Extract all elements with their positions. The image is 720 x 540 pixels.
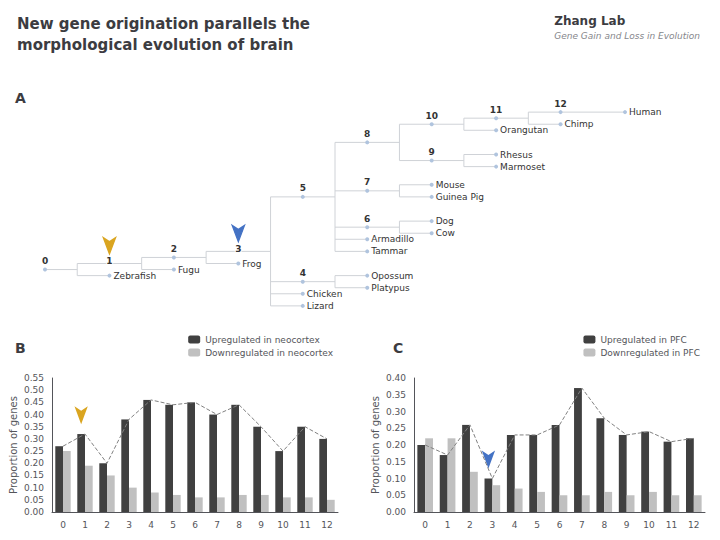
svg-text:6: 6	[557, 520, 563, 530]
svg-text:Proportion of genes: Proportion of genes	[8, 396, 19, 494]
svg-text:0.20: 0.20	[386, 440, 406, 450]
svg-text:0: 0	[60, 520, 66, 530]
svg-text:0.40: 0.40	[386, 373, 406, 383]
svg-text:Chicken: Chicken	[307, 289, 343, 299]
svg-text:0.35: 0.35	[386, 390, 406, 400]
svg-text:0: 0	[422, 520, 428, 530]
svg-text:Zebrafish: Zebrafish	[113, 271, 156, 281]
svg-text:Zhang Lab: Zhang Lab	[554, 14, 625, 28]
svg-text:Mouse: Mouse	[436, 180, 466, 190]
svg-text:9: 9	[258, 520, 264, 530]
svg-text:morphological evolution of bra: morphological evolution of brain	[17, 36, 293, 54]
svg-text:0.10: 0.10	[24, 483, 44, 493]
svg-text:Downregulated in neocortex: Downregulated in neocortex	[205, 348, 333, 358]
svg-text:0.05: 0.05	[24, 495, 44, 505]
svg-text:0.15: 0.15	[24, 470, 44, 480]
svg-text:0.00: 0.00	[24, 507, 44, 517]
svg-text:7: 7	[364, 177, 370, 187]
svg-text:10: 10	[425, 111, 438, 121]
svg-text:Downregulated in PFC: Downregulated in PFC	[600, 348, 700, 358]
svg-text:Cow: Cow	[436, 228, 455, 238]
svg-text:12: 12	[554, 99, 567, 109]
svg-text:8: 8	[601, 520, 607, 530]
svg-text:9: 9	[429, 147, 435, 157]
svg-text:Marmoset: Marmoset	[500, 162, 545, 172]
svg-text:3: 3	[235, 244, 241, 254]
svg-text:1: 1	[106, 256, 112, 266]
svg-text:Opossum: Opossum	[371, 271, 413, 281]
svg-text:5: 5	[534, 520, 540, 530]
svg-text:Frog: Frog	[242, 259, 261, 269]
svg-text:11: 11	[490, 105, 503, 115]
svg-text:3: 3	[489, 520, 495, 530]
svg-text:C: C	[393, 340, 403, 356]
svg-text:Proportion of genes: Proportion of genes	[370, 396, 381, 494]
svg-text:5: 5	[170, 520, 176, 530]
svg-text:7: 7	[579, 520, 585, 530]
svg-text:0.30: 0.30	[386, 407, 406, 417]
svg-text:0.35: 0.35	[24, 422, 44, 432]
svg-text:Tammar: Tammar	[370, 246, 408, 256]
svg-text:8: 8	[364, 129, 370, 139]
svg-text:Lizard: Lizard	[307, 301, 334, 311]
svg-text:9: 9	[624, 520, 630, 530]
svg-text:A: A	[15, 90, 26, 106]
svg-text:0.25: 0.25	[24, 446, 44, 456]
svg-text:10: 10	[277, 520, 289, 530]
svg-text:1: 1	[445, 520, 451, 530]
svg-text:2: 2	[104, 520, 110, 530]
svg-text:0.40: 0.40	[24, 410, 44, 420]
svg-text:Platypus: Platypus	[371, 283, 410, 293]
svg-text:B: B	[15, 340, 26, 356]
svg-text:0.25: 0.25	[386, 423, 406, 433]
svg-text:8: 8	[236, 520, 242, 530]
svg-text:Human: Human	[629, 107, 661, 117]
svg-text:11: 11	[299, 520, 310, 530]
svg-text:2: 2	[171, 244, 177, 254]
svg-text:6: 6	[192, 520, 198, 530]
svg-text:0.15: 0.15	[386, 457, 406, 467]
svg-text:1: 1	[82, 520, 88, 530]
svg-text:Guinea Pig: Guinea Pig	[436, 192, 484, 202]
svg-text:0.05: 0.05	[386, 490, 406, 500]
svg-text:Armadillo: Armadillo	[371, 234, 414, 244]
svg-text:0.50: 0.50	[24, 385, 44, 395]
svg-text:Chimp: Chimp	[565, 119, 594, 129]
svg-text:11: 11	[666, 520, 677, 530]
svg-text:2: 2	[467, 520, 473, 530]
svg-text:0.20: 0.20	[24, 458, 44, 468]
svg-text:Upregulated in neocortex: Upregulated in neocortex	[205, 335, 320, 345]
svg-text:0.00: 0.00	[386, 507, 406, 517]
svg-text:0.55: 0.55	[24, 373, 44, 383]
svg-text:3: 3	[126, 520, 132, 530]
svg-text:0: 0	[42, 256, 48, 266]
svg-text:0.45: 0.45	[24, 397, 44, 407]
svg-text:Fugu: Fugu	[178, 265, 200, 275]
svg-text:5: 5	[300, 183, 306, 193]
svg-text:Rhesus: Rhesus	[500, 150, 533, 160]
svg-text:Upregulated in PFC: Upregulated in PFC	[600, 335, 686, 345]
svg-text:New gene origination parallels: New gene origination parallels the	[17, 15, 310, 33]
svg-text:4: 4	[148, 520, 154, 530]
svg-text:Dog: Dog	[436, 216, 454, 226]
svg-text:4: 4	[512, 520, 518, 530]
svg-text:7: 7	[214, 520, 220, 530]
svg-text:10: 10	[643, 520, 655, 530]
svg-text:Gene Gain and Loss in Evolutio: Gene Gain and Loss in Evolution	[554, 31, 700, 41]
svg-text:12: 12	[321, 520, 332, 530]
svg-text:0.30: 0.30	[24, 434, 44, 444]
svg-text:Orangutan: Orangutan	[500, 125, 548, 135]
svg-text:12: 12	[688, 520, 699, 530]
svg-text:6: 6	[364, 214, 370, 224]
svg-text:0.10: 0.10	[386, 474, 406, 484]
svg-text:4: 4	[300, 268, 306, 278]
